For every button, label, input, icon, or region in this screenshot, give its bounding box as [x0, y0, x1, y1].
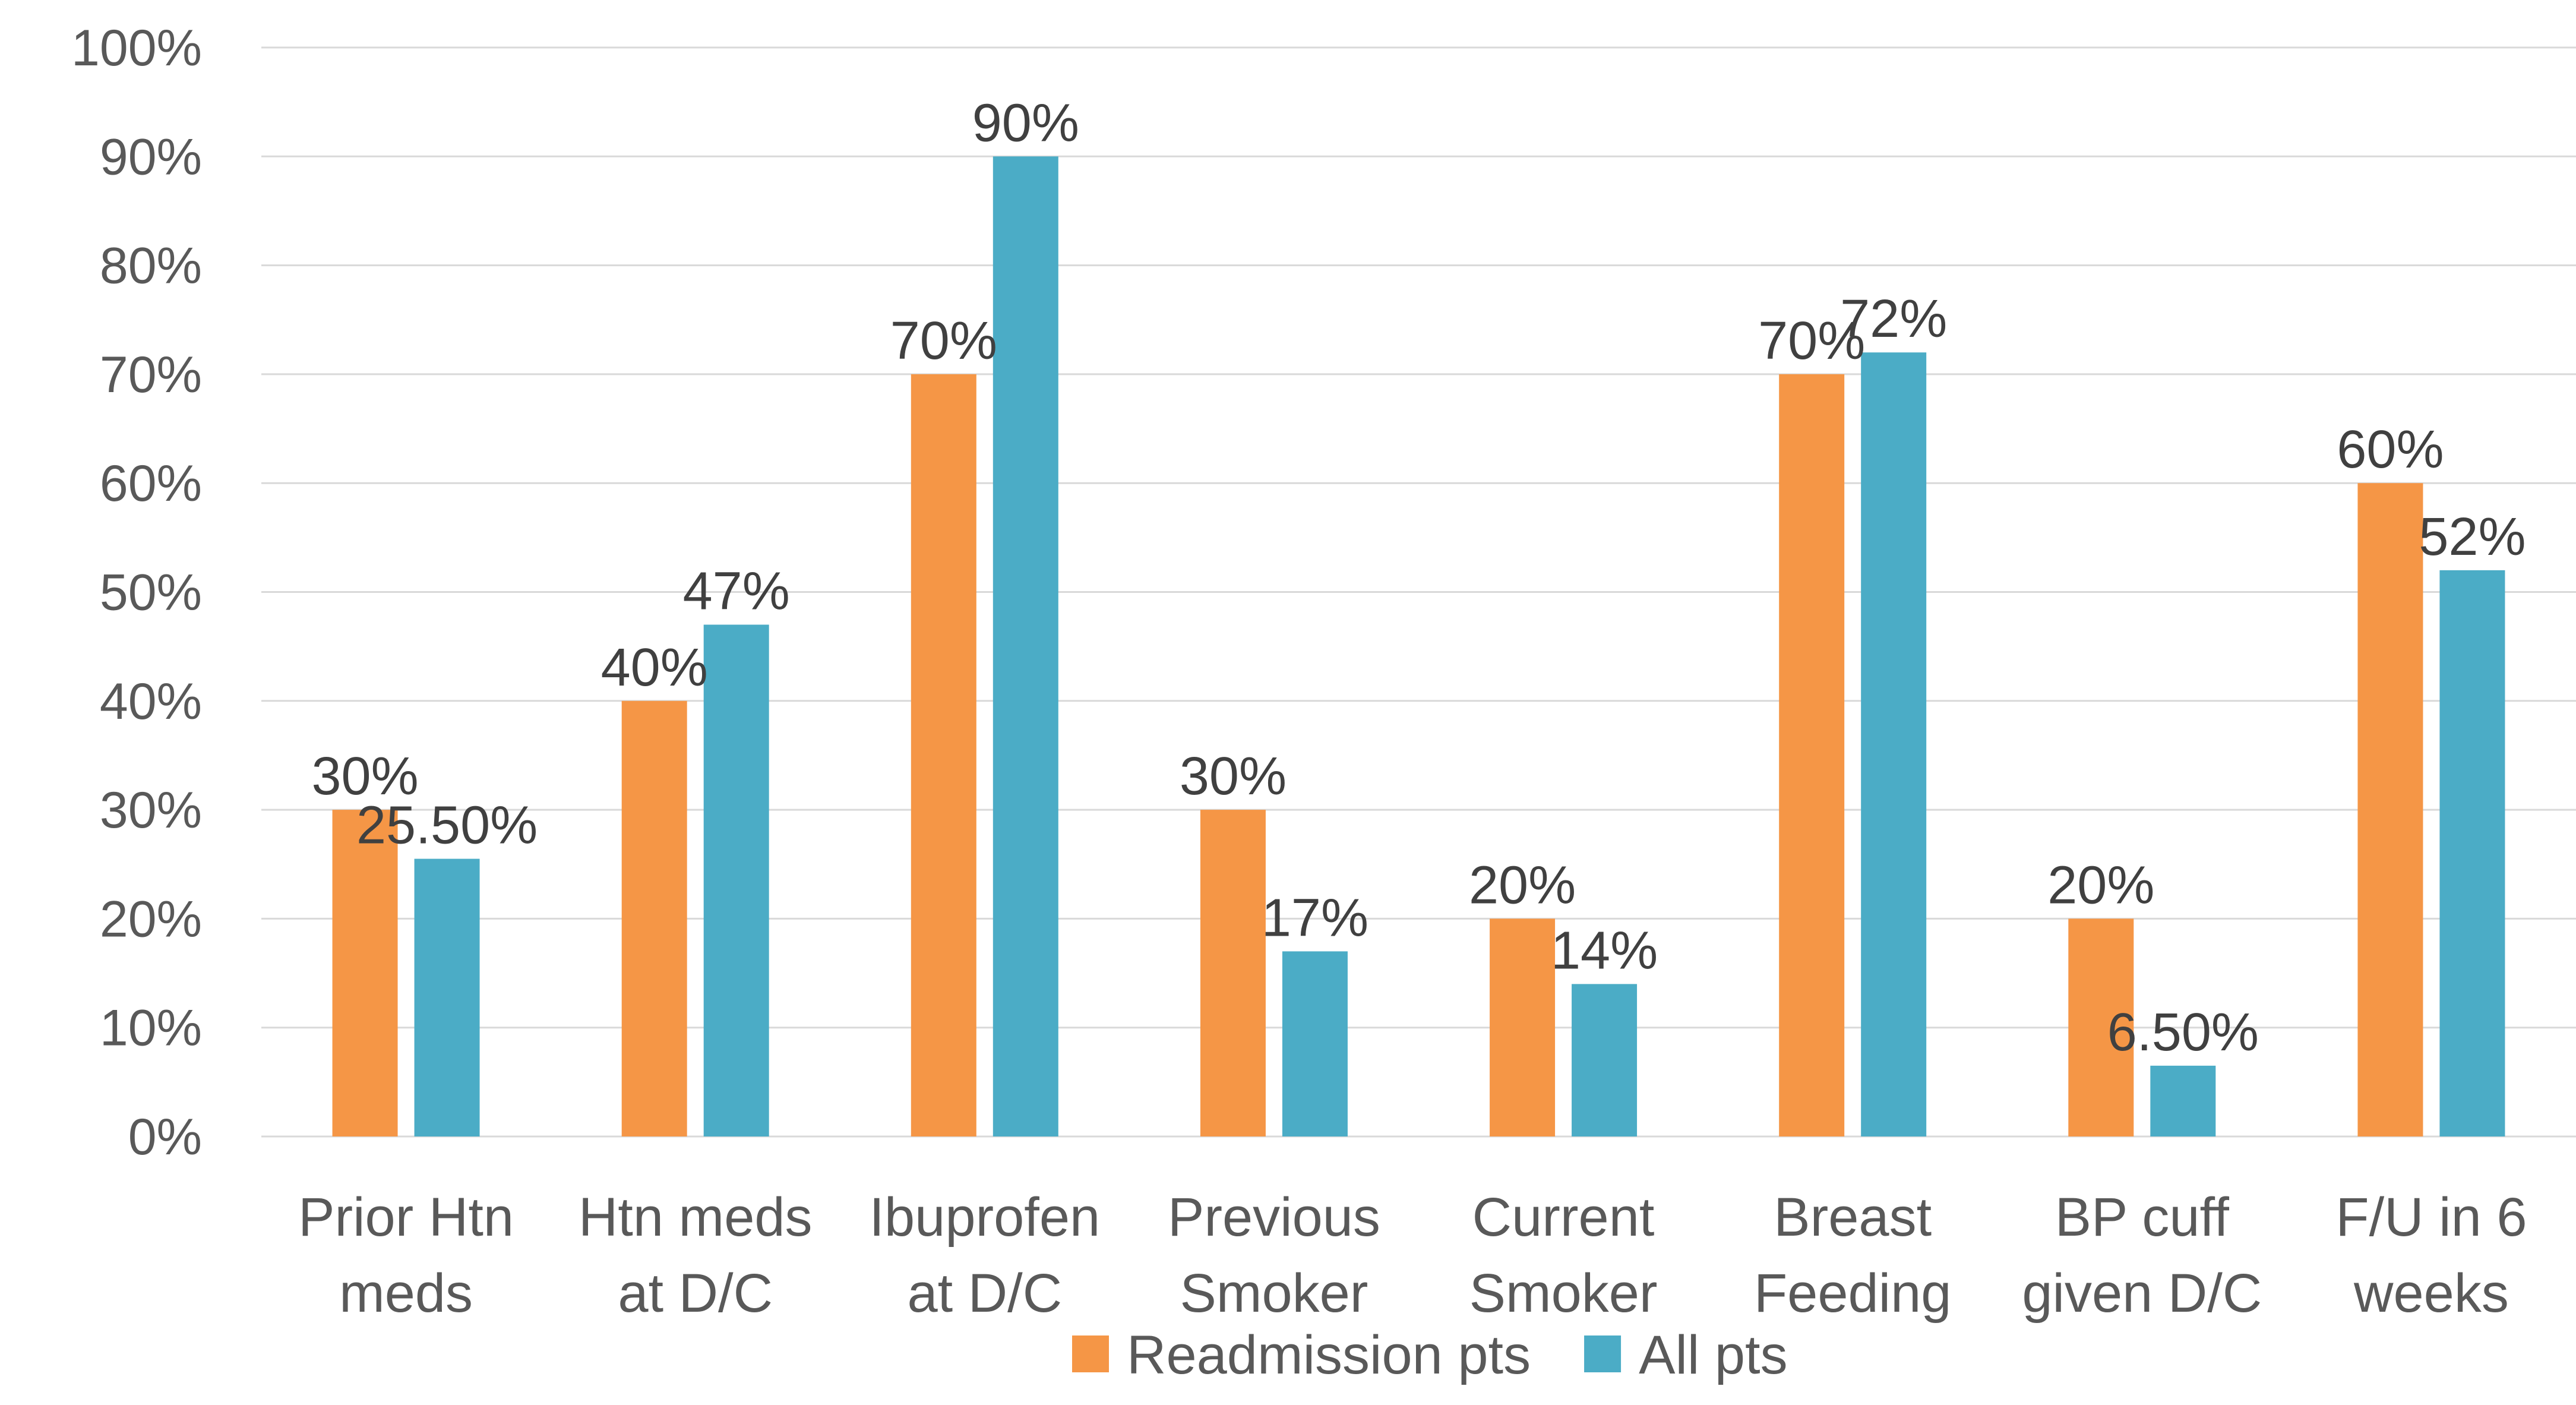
data-labels: 30%25.50%40%47%70%90%30%17%20%14%70%72%2…	[311, 93, 2526, 1062]
data-label: 90%	[972, 93, 1079, 153]
bar-all-pts	[703, 624, 769, 1136]
y-tick-label: 0%	[128, 1109, 202, 1166]
y-tick-label: 80%	[100, 238, 202, 295]
bar-readmission-pts	[1200, 810, 1266, 1136]
category-label: at D/C	[907, 1263, 1062, 1324]
category-label: BP cuff	[2055, 1187, 2230, 1248]
y-axis-tick-labels: 0% 10% 20% 30% 40% 50% 60% 70% 80% 90% 100%	[71, 20, 202, 1166]
bar-readmission-pts	[621, 700, 687, 1136]
data-label: 14%	[1551, 921, 1658, 980]
category-label: Smoker	[1469, 1263, 1658, 1324]
category-label: Feeding	[1754, 1263, 1951, 1324]
category-label: Htn meds	[579, 1187, 813, 1248]
data-label: 70%	[1758, 311, 1865, 371]
bar-readmission-pts	[911, 374, 976, 1136]
bar-all-pts	[1572, 984, 1638, 1136]
data-label: 60%	[2337, 420, 2444, 479]
data-label: 17%	[1262, 888, 1368, 948]
x-axis-category-labels: Prior Htn meds Htn meds at D/C Ibuprofen at D…	[298, 1187, 2527, 1324]
legend-swatch	[1072, 1335, 1109, 1372]
y-tick-label: 50%	[100, 564, 202, 621]
category-label: Previous	[1168, 1187, 1380, 1248]
y-tick-label: 40%	[100, 673, 202, 730]
data-label: 30%	[311, 747, 418, 806]
bar-all-pts	[2150, 1065, 2216, 1136]
category-label: at D/C	[618, 1263, 773, 1324]
category-label: Prior Htn	[298, 1187, 514, 1248]
y-tick-label: 100%	[71, 20, 202, 77]
bar-all-pts	[1861, 352, 1927, 1136]
gridlines	[261, 46, 2576, 1138]
data-label: 70%	[890, 311, 997, 371]
bar-all-pts	[1282, 951, 1348, 1136]
y-tick-label: 10%	[100, 1000, 202, 1057]
data-label: 6.50%	[2107, 1003, 2259, 1062]
y-tick-label: 30%	[100, 782, 202, 839]
bar-all-pts	[414, 858, 480, 1136]
category-label: weeks	[2353, 1263, 2509, 1324]
y-tick-label: 90%	[100, 128, 202, 185]
category-label: F/U in 6	[2335, 1187, 2527, 1248]
data-label: 52%	[2419, 507, 2526, 567]
data-label: 40%	[601, 638, 708, 697]
y-tick-label: 60%	[100, 455, 202, 512]
legend-label: All pts	[1639, 1325, 1788, 1385]
category-label: Ibuprofen	[869, 1187, 1100, 1248]
data-label: 20%	[2047, 855, 2154, 915]
data-label: 30%	[1180, 747, 1287, 806]
bar-readmission-pts	[1779, 374, 1845, 1136]
data-label: 72%	[1840, 289, 1947, 349]
category-label: Breast	[1774, 1187, 1932, 1248]
data-label: 47%	[683, 561, 790, 621]
category-label: given D/C	[2022, 1263, 2262, 1324]
bars	[332, 156, 2505, 1137]
category-label: Smoker	[1180, 1263, 1368, 1324]
bar-all-pts	[2439, 570, 2505, 1136]
legend-label: Readmission pts	[1127, 1325, 1531, 1385]
bar-readmission-pts	[1490, 918, 1556, 1136]
bar-readmission-pts	[2357, 483, 2423, 1137]
category-label: meds	[339, 1263, 473, 1324]
data-label: 20%	[1469, 855, 1576, 915]
y-tick-label: 70%	[100, 346, 202, 403]
bar-readmission-pts	[2068, 918, 2134, 1136]
bar-all-pts	[993, 156, 1058, 1136]
data-label: 25.50%	[356, 796, 538, 855]
bar-readmission-pts	[332, 810, 398, 1136]
y-tick-label: 20%	[100, 891, 202, 948]
legend: Readmission pts All pts	[1072, 1325, 1788, 1385]
category-label: Current	[1472, 1187, 1655, 1248]
legend-swatch	[1584, 1335, 1622, 1372]
